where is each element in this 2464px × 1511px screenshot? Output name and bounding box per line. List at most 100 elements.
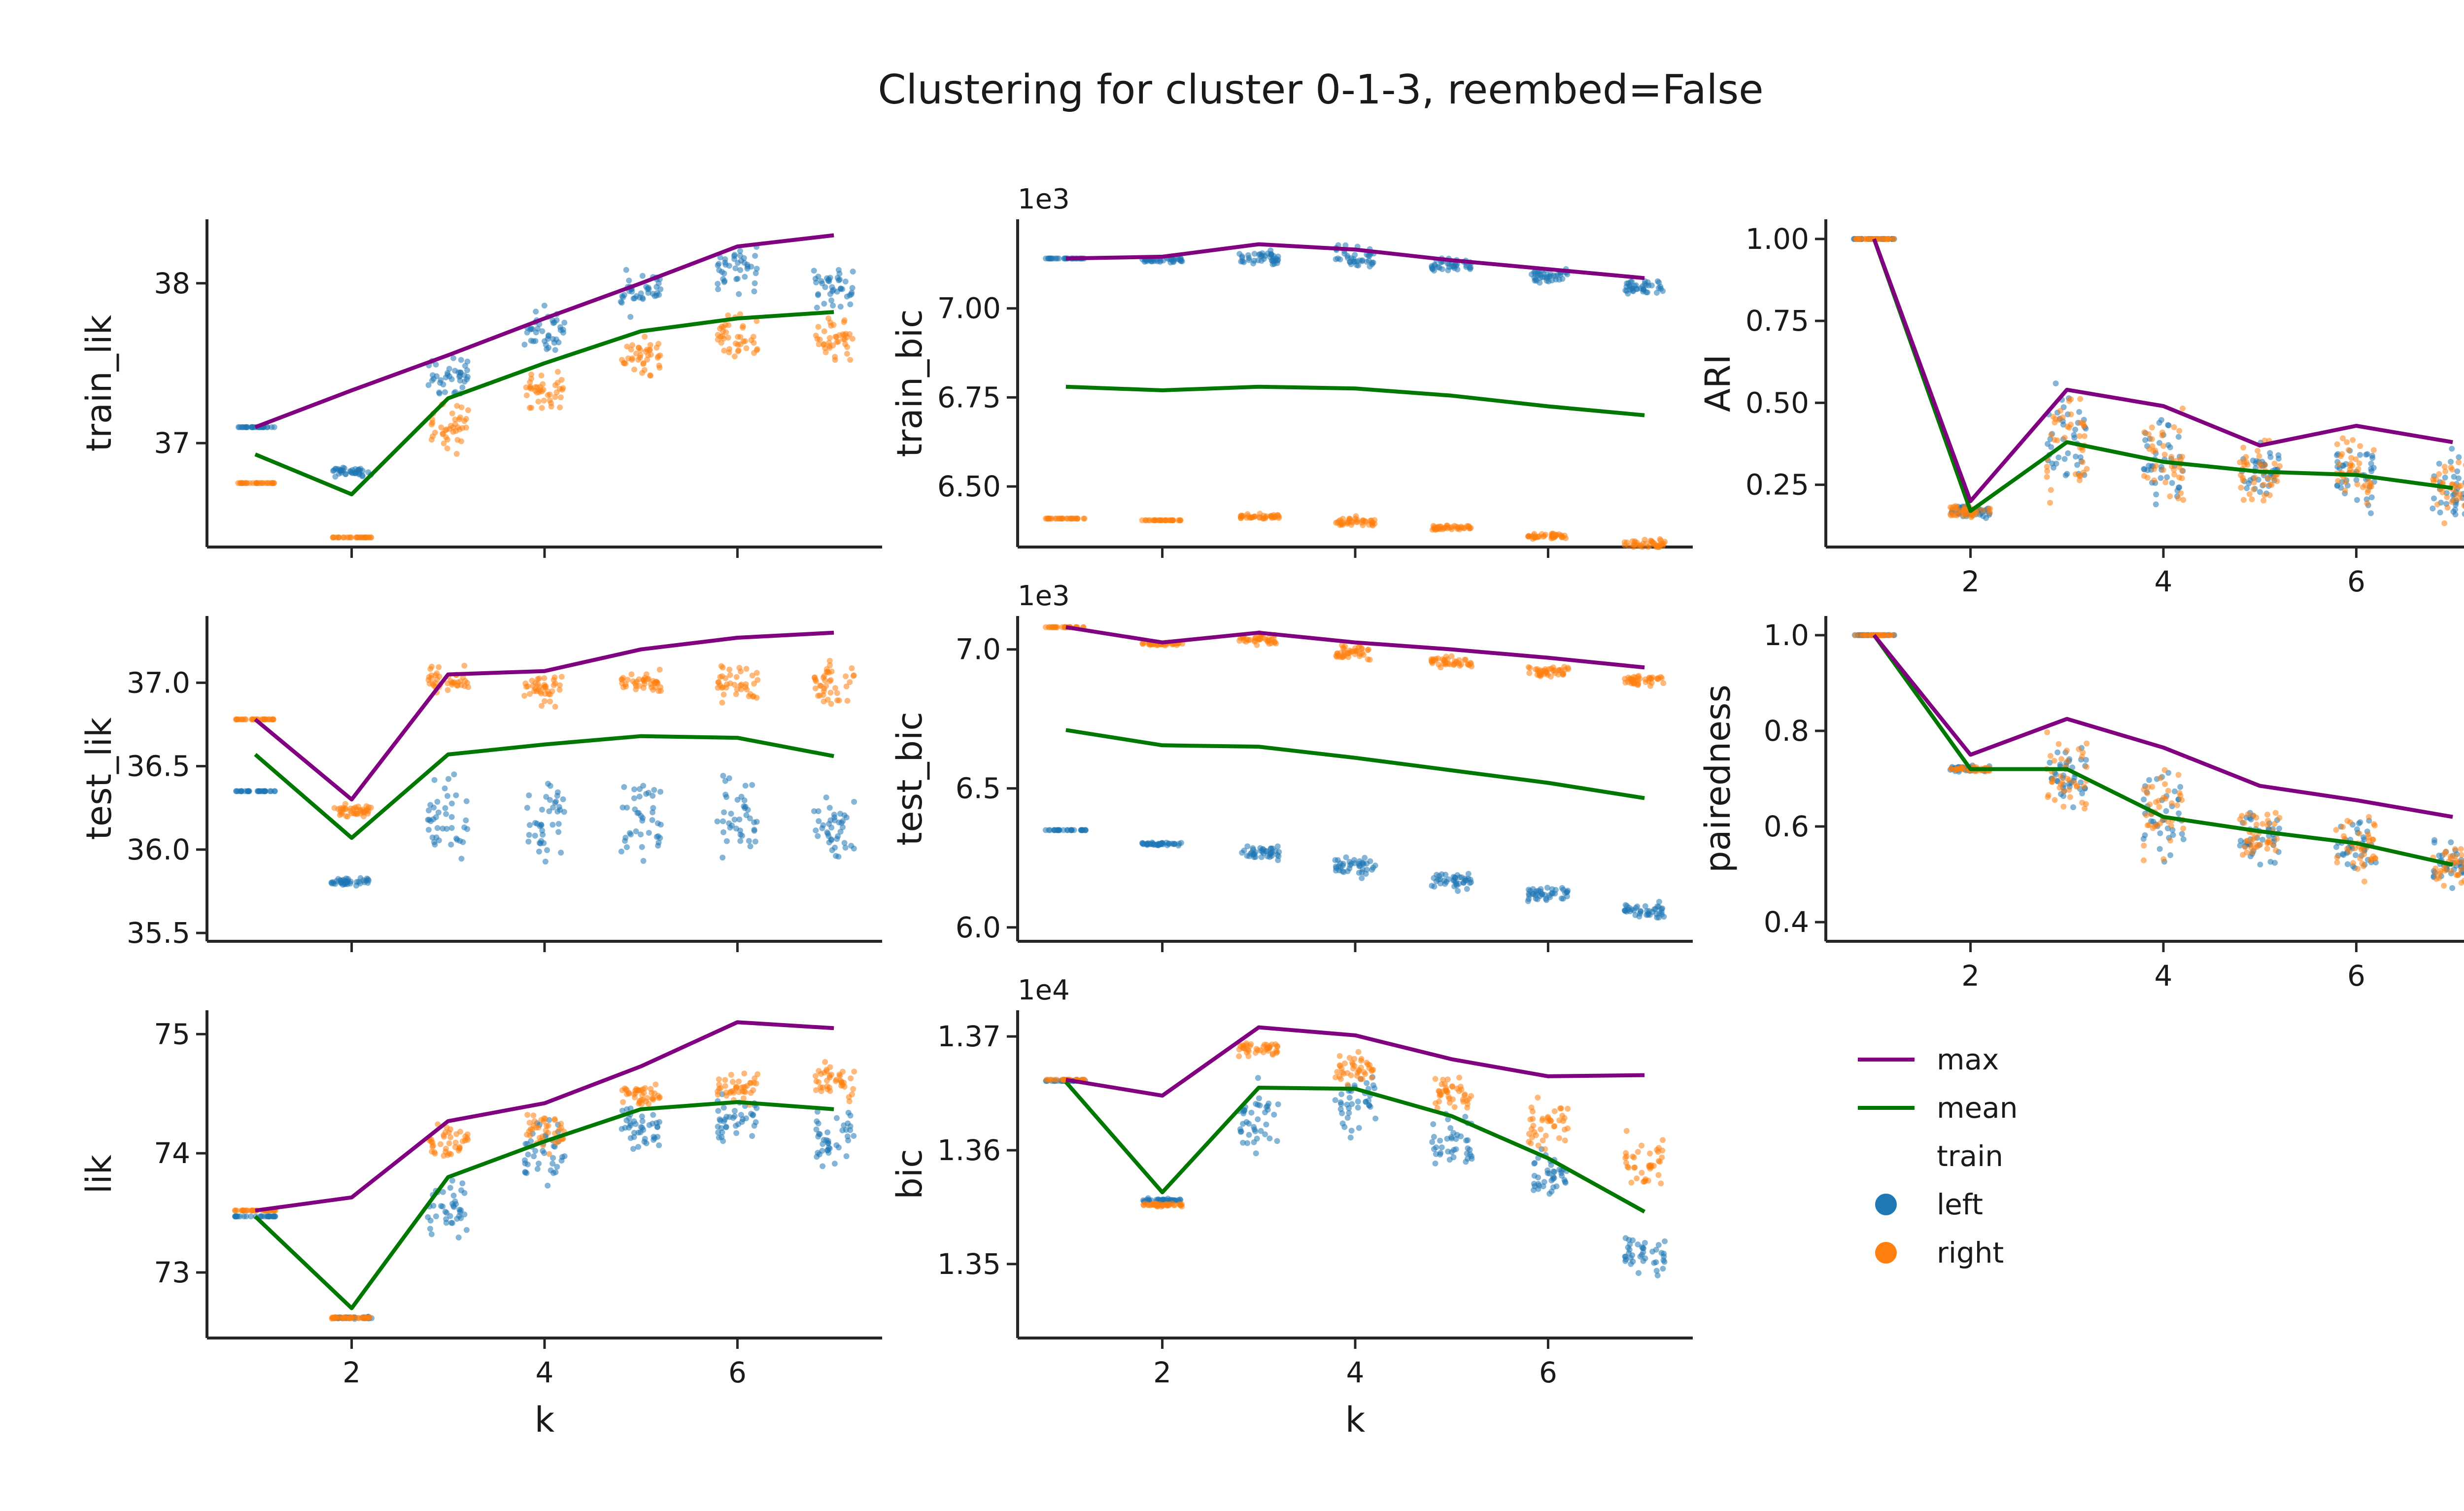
- point-right: [628, 671, 635, 678]
- point-right: [2444, 494, 2450, 500]
- point-left: [448, 841, 454, 848]
- point-right: [1264, 513, 1270, 519]
- point-left: [336, 471, 342, 477]
- point-left: [642, 1135, 648, 1142]
- point-right: [2354, 481, 2361, 487]
- point-right: [2081, 783, 2087, 790]
- point-right: [826, 343, 832, 349]
- point-left: [1462, 1114, 1469, 1120]
- x-tick-label: 4: [2155, 565, 2173, 598]
- point-left: [1623, 283, 1630, 290]
- point-right: [1437, 523, 1443, 530]
- point-left: [1176, 840, 1182, 847]
- point-left: [1640, 286, 1646, 292]
- point-left: [1636, 1270, 1642, 1276]
- point-right: [524, 1112, 531, 1118]
- point-right: [1643, 679, 1649, 686]
- point-left: [532, 832, 538, 839]
- point-right: [1439, 656, 1446, 662]
- point-left: [1430, 266, 1436, 273]
- point-right: [1974, 510, 1980, 516]
- point-left: [1450, 1154, 1457, 1161]
- point-left: [1261, 850, 1267, 857]
- point-left: [239, 788, 245, 794]
- point-right: [1366, 521, 1372, 528]
- point-left: [654, 1133, 661, 1140]
- point-left: [345, 876, 351, 882]
- point-left: [1064, 827, 1070, 833]
- point-right: [542, 698, 548, 704]
- point-right: [2444, 505, 2451, 511]
- point-left: [536, 848, 542, 855]
- point-left: [440, 825, 446, 832]
- point-left: [2170, 832, 2176, 838]
- point-right: [2441, 883, 2447, 889]
- point-right: [1464, 1098, 1470, 1104]
- point-right: [754, 677, 761, 683]
- point-right: [527, 383, 534, 390]
- point-right: [2064, 423, 2071, 430]
- point-right: [812, 674, 818, 681]
- point-left: [1332, 857, 1338, 863]
- point-left: [2369, 452, 2375, 459]
- x-axis-label: k: [1345, 1400, 1366, 1440]
- point-left: [536, 1161, 542, 1167]
- point-left: [751, 288, 757, 295]
- y-tick-label: 6.5: [956, 772, 1001, 805]
- point-left: [451, 771, 457, 778]
- point-left: [1546, 1191, 1553, 1197]
- point-left: [1250, 847, 1256, 853]
- point-right: [656, 666, 663, 673]
- point-left: [463, 798, 470, 804]
- point-left: [1255, 257, 1262, 264]
- point-left: [1251, 250, 1258, 257]
- point-right: [1648, 675, 1654, 682]
- point-right: [2057, 781, 2064, 788]
- point-right: [2370, 447, 2377, 453]
- point-left: [248, 1213, 254, 1220]
- panel-pairedness: 0.4 0.6 0.8 1.0 2 4 6 pairedness: [1698, 616, 2464, 993]
- point-left: [2169, 480, 2175, 486]
- point-right: [2277, 463, 2283, 469]
- point-right: [247, 480, 253, 486]
- point-right: [1352, 515, 1359, 522]
- point-left: [657, 822, 664, 828]
- point-left: [2431, 839, 2437, 846]
- point-right: [1658, 1180, 1664, 1187]
- point-right: [2441, 851, 2448, 857]
- point-right: [1550, 668, 1556, 674]
- point-right: [1049, 515, 1055, 522]
- point-right: [1558, 534, 1565, 540]
- point-right: [2251, 480, 2257, 486]
- point-right: [643, 671, 650, 678]
- point-right: [2253, 815, 2259, 821]
- point-left: [2053, 380, 2059, 386]
- point-right: [242, 716, 248, 722]
- line-max: [1872, 238, 2453, 503]
- point-right: [2150, 448, 2156, 454]
- point-left: [720, 773, 726, 779]
- point-right: [2249, 849, 2255, 856]
- point-right: [736, 1089, 742, 1095]
- point-left: [2140, 836, 2147, 842]
- point-right: [539, 405, 545, 411]
- point-right: [629, 342, 636, 348]
- point-left: [1454, 1132, 1460, 1138]
- point-left: [1634, 903, 1641, 910]
- point-left: [457, 378, 463, 384]
- point-left: [1348, 1128, 1355, 1134]
- point-right: [2141, 842, 2147, 849]
- point-left: [1544, 885, 1550, 891]
- y-tick-label: 6.75: [937, 380, 1001, 414]
- point-right: [2352, 845, 2358, 852]
- point-right: [842, 336, 848, 343]
- point-left: [2157, 830, 2163, 836]
- point-left: [1351, 857, 1357, 863]
- point-right: [2064, 775, 2070, 782]
- legend-marker-right: [1875, 1242, 1897, 1264]
- point-right: [821, 698, 827, 705]
- point-left: [429, 834, 436, 841]
- point-right: [827, 662, 833, 668]
- point-right: [2266, 492, 2273, 498]
- point-right: [1081, 515, 1088, 522]
